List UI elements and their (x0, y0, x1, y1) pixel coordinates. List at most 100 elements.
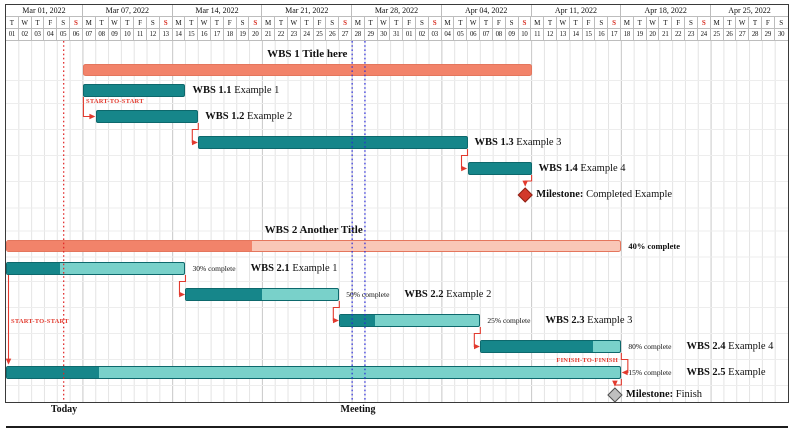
day-number-cell: 06 (467, 29, 481, 41)
day-of-week-cell: F (672, 17, 686, 29)
day-number-cell: 05 (454, 29, 468, 41)
day-number-cell: 29 (761, 29, 775, 41)
day-number-cell: 08 (95, 29, 109, 41)
day-of-week-cell: T (390, 17, 404, 29)
day-number-cell: 03 (31, 29, 45, 41)
day-of-week-cell: W (287, 17, 301, 29)
day-number-cell: 11 (531, 29, 545, 41)
day-of-week-cell: T (544, 17, 557, 29)
day-of-week-cell: M (351, 17, 365, 29)
day-number-cell: 05 (57, 29, 71, 41)
week-header-cell: Mar 21, 2022 (262, 5, 353, 17)
day-number-cell: 25 (710, 29, 724, 41)
day-number-cell: 16 (595, 29, 609, 41)
day-of-week-cell: M (82, 17, 96, 29)
day-number-cell: 27 (736, 29, 750, 41)
day-of-week-cell: S (774, 17, 788, 29)
day-number-cell: 12 (544, 29, 557, 41)
meeting-label: Meeting (340, 404, 376, 415)
day-number-cell: 10 (518, 29, 532, 41)
day-gridlines (18, 41, 776, 402)
day-number-cell: 23 (287, 29, 301, 41)
day-number-cell: 14 (172, 29, 186, 41)
day-of-week-cell: F (44, 17, 58, 29)
day-number-cell: 31 (390, 29, 404, 41)
week-header-cell: Mar 01, 2022 (6, 5, 83, 17)
day-of-week-cell: S (236, 17, 250, 29)
day-of-week-cell: T (633, 17, 647, 29)
day-of-week-cell: S (146, 17, 160, 29)
day-of-week-cell: T (275, 17, 288, 29)
day-of-week-cell: T (749, 17, 762, 29)
day-of-week-cell: S (159, 17, 173, 29)
day-number-cell: 22 (672, 29, 686, 41)
row-gridlines (6, 80, 788, 386)
day-number-cell: 28 (749, 29, 762, 41)
day-number-cell: 24 (697, 29, 711, 41)
day-number-cell: 06 (70, 29, 83, 41)
day-of-week-cell: T (723, 17, 737, 29)
day-number-cell: 09 (505, 29, 519, 41)
day-of-week-cell: T (31, 17, 45, 29)
day-number-cell: 14 (569, 29, 583, 41)
day-of-week-cell: T (211, 17, 224, 29)
day-of-week-cell: F (492, 17, 506, 29)
week-header-row: Mar 01, 2022 Mar 07, 2022 Mar 14, 2022 Mar … (6, 5, 788, 17)
day-number-cell: 11 (134, 29, 147, 41)
day-number-cell: 01 (6, 29, 19, 41)
day-number-cell: 30 (377, 29, 391, 41)
day-number-cell: 16 (198, 29, 211, 41)
day-number-cell: 02 (18, 29, 32, 41)
day-of-week-cell: M (262, 17, 276, 29)
day-number-cell: 07 (480, 29, 493, 41)
grid-layer (6, 41, 788, 402)
day-number-cell: 12 (146, 29, 160, 41)
day-number-cell: 28 (351, 29, 365, 41)
day-number-cell: 19 (236, 29, 250, 41)
week-header-cell: Mar 07, 2022 (82, 5, 173, 17)
day-number-cell: 17 (211, 29, 224, 41)
day-number-cell: 10 (121, 29, 135, 41)
day-number-cell: 24 (300, 29, 314, 41)
day-number-cell: 04 (44, 29, 58, 41)
day-number-cell: 29 (364, 29, 378, 41)
day-of-week-cell: S (505, 17, 519, 29)
day-of-week-cell: T (454, 17, 468, 29)
bottom-rule (6, 426, 788, 428)
day-of-week-cell: T (300, 17, 314, 29)
day-number-cell: 15 (185, 29, 199, 41)
today-label: Today (50, 404, 78, 415)
day-number-cell: 01 (403, 29, 416, 41)
day-of-week-cell: F (313, 17, 327, 29)
day-number-cell: 13 (556, 29, 570, 41)
day-of-week-cell: S (249, 17, 263, 29)
day-number-cell: 27 (339, 29, 352, 41)
day-number-cell: 03 (428, 29, 442, 41)
day-number-cell: 26 (326, 29, 340, 41)
day-of-week-cell: S (518, 17, 532, 29)
day-number-cell: 20 (249, 29, 263, 41)
day-of-week-cell: S (685, 17, 698, 29)
day-of-week-cell: S (428, 17, 442, 29)
day-number-cell: 08 (492, 29, 506, 41)
day-of-week-cell: T (95, 17, 109, 29)
day-of-week-cell: T (185, 17, 199, 29)
day-of-week-cell: T (569, 17, 583, 29)
day-number-cell: 22 (275, 29, 288, 41)
day-of-week-cell: M (621, 17, 634, 29)
week-header-cell: Mar 14, 2022 (172, 5, 263, 17)
day-number-cell: 21 (659, 29, 673, 41)
week-header-cell: Mar 28, 2022 (352, 5, 442, 17)
day-of-week-cell: S (326, 17, 340, 29)
day-of-week-cell: T (121, 17, 135, 29)
day-number-cell: 09 (108, 29, 122, 41)
week-header-cell: Apr 04, 2022 (441, 5, 532, 17)
week-header-cell: Apr 11, 2022 (531, 5, 622, 17)
day-number-cell: 23 (685, 29, 698, 41)
day-of-week-cell: T (6, 17, 19, 29)
week-header-cell: Apr 18, 2022 (621, 5, 712, 17)
day-number-cell: 20 (646, 29, 660, 41)
day-number-cell: 18 (621, 29, 634, 41)
